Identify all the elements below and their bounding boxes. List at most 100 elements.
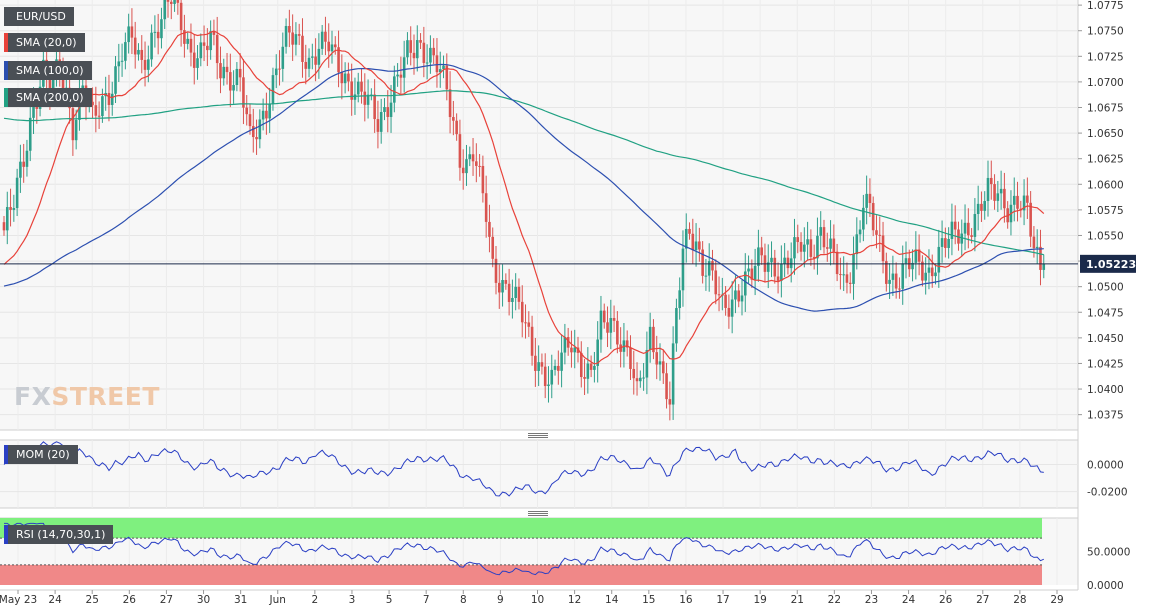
candle-down [579,352,583,378]
candle-down [206,45,209,51]
candle-up [110,93,114,105]
candle-up [511,297,514,302]
candle-up [396,74,399,77]
watermark-fx: FX [14,382,52,411]
date-tick-label: 15 [642,594,655,606]
candle-down [1003,188,1006,209]
candle-down [238,68,242,78]
candle-down [176,0,180,3]
candle-up [232,85,235,91]
date-tick-label: May 23 [0,594,37,606]
candle-down [215,34,219,64]
candle-down [724,294,727,308]
candle-down [265,110,268,119]
candle-up [153,31,157,33]
date-tick-label: 26 [123,594,137,606]
candle-down [993,184,996,201]
candle-down [35,105,39,109]
candle-down [22,161,25,167]
candle-up [284,26,288,47]
candle-up [465,159,468,174]
mom-tick-label: -0.0200 [1087,487,1128,499]
candle-up [783,257,786,264]
sma20-line [3,30,1045,365]
resize-handle-mom[interactable] [528,433,548,438]
candle-up [681,248,685,291]
candle-up [642,377,645,379]
candle-down [839,274,842,276]
candle-down [832,238,836,252]
legend-mom: MOM (20) [4,445,78,464]
candle-down [386,107,390,117]
candle-up [911,262,914,270]
candle-down [661,361,665,374]
resize-handle-rsi[interactable] [528,511,548,516]
price-tick-label: 1.0700 [1087,77,1124,89]
candle-up [684,228,688,249]
candle-down [324,31,327,42]
candle-up [671,343,675,405]
candle-down [166,0,170,2]
candle-down [540,362,544,367]
candle-up [573,347,577,353]
candle-down [497,282,501,293]
candle-up [160,19,163,39]
sma200-label: SMA (200,0) [16,91,84,104]
candle-down [494,258,498,283]
candle-down [360,81,363,92]
candle-down [898,288,901,290]
candle-up [406,40,409,58]
candle-down [1039,246,1042,270]
candle-up [5,207,9,231]
candle-down [566,337,570,348]
candle-down [242,77,245,108]
candle-up [858,229,862,235]
candle-down [655,352,659,365]
price-tick-label: 1.0425 [1087,358,1124,370]
date-tick-label: 27 [160,594,173,606]
candle-down [717,294,721,296]
legend-sma20: SMA (20,0) [4,33,85,52]
price-tick-label: 1.0550 [1087,230,1124,242]
date-tick-label: 23 [865,594,878,606]
candle-down [409,40,413,53]
candle-down [91,101,94,106]
candle-down [376,119,380,132]
sma200-line [3,90,1044,256]
candle-down [183,30,186,44]
candle-up [415,40,419,59]
candle-down [616,320,619,345]
candle-up [639,377,642,382]
date-tick-label: 7 [423,594,430,606]
candle-down [517,286,521,302]
candle-down [835,251,839,275]
candle-down [786,257,790,269]
rsi-line [4,522,1045,576]
candle-up [222,66,226,79]
candle-up [366,94,370,105]
candle-up [32,105,35,118]
candle-down [967,222,970,236]
candle-up [379,112,383,132]
price-tick-label: 1.0500 [1087,282,1124,294]
candle-down [373,94,376,120]
candle-down [635,378,639,382]
candle-down [297,34,301,36]
candle-down [97,115,101,117]
candle-down [885,261,888,284]
candle-down [432,47,435,56]
candle-down [989,177,993,185]
candle-up [370,94,373,96]
date-tick-label: 12 [568,594,581,606]
candle-up [563,337,567,353]
candle-up [438,69,442,73]
candle-down [225,66,229,73]
candle-up [888,279,891,284]
candle-down [534,355,537,371]
candle-up [596,339,599,366]
candle-down [278,68,281,70]
candle-up [914,249,918,263]
legend-sma100: SMA (100,0) [4,61,92,80]
candle-down [944,238,947,248]
price-tick-label: 1.0475 [1087,307,1124,319]
